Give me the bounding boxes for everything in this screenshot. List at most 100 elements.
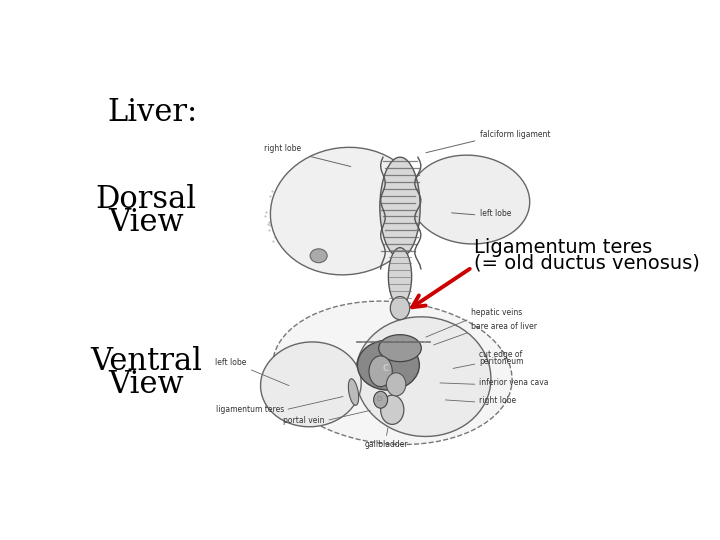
Point [513,193,524,202]
Point [438,194,449,203]
Point [394,343,405,352]
Point [441,399,453,407]
Point [377,215,388,224]
Point [410,364,421,373]
Point [472,364,483,373]
Point [301,405,312,414]
Point [378,183,390,191]
Point [505,194,516,203]
Point [503,195,515,204]
Point [276,200,287,208]
Point [310,369,322,378]
Point [322,383,333,391]
Text: bare area of liver: bare area of liver [472,322,537,331]
Point [271,210,282,219]
Point [432,170,444,179]
Point [397,407,408,415]
Point [460,213,472,222]
Point [370,387,382,395]
Point [457,167,469,176]
Point [482,198,493,207]
Point [335,160,346,169]
Text: (= old ductus venosus): (= old ductus venosus) [474,254,700,273]
Point [355,226,366,234]
Point [314,184,325,192]
Point [441,384,453,393]
Point [438,399,449,408]
Point [453,179,464,187]
Point [372,224,384,233]
Point [297,198,309,207]
Point [364,227,375,235]
Point [282,383,294,392]
Point [405,359,416,368]
Point [460,352,472,360]
Point [445,332,456,341]
Point [282,405,293,414]
Point [329,183,341,192]
Point [400,404,412,413]
Point [384,219,395,227]
Point [451,329,462,338]
Point [342,161,354,170]
Point [507,204,518,213]
Point [302,377,314,386]
Point [434,218,446,227]
Point [308,259,320,268]
Point [360,210,372,219]
Point [331,217,343,226]
Point [343,166,355,174]
Point [484,199,495,208]
Point [411,362,423,371]
Point [296,390,307,399]
Point [282,194,294,202]
Point [436,200,447,209]
Point [463,396,474,404]
Point [352,235,364,244]
Point [326,394,338,402]
Point [351,242,363,251]
Point [487,222,499,231]
Point [359,251,371,260]
Point [493,167,505,176]
Point [326,370,338,379]
Point [331,234,343,242]
Point [363,242,374,251]
Point [320,201,332,210]
Point [329,163,341,171]
Point [432,394,444,403]
Point [334,167,346,176]
Text: right lobe: right lobe [479,396,516,405]
Point [314,386,325,394]
Point [504,219,516,228]
Point [399,330,410,339]
Point [456,209,468,218]
Point [323,403,334,412]
Point [441,166,452,174]
Point [310,204,322,213]
Point [351,232,362,241]
Point [325,397,337,406]
Point [337,198,348,206]
Point [467,372,478,380]
Point [323,384,335,393]
Point [322,411,333,420]
Point [314,181,325,190]
Point [341,251,353,260]
Point [402,384,414,393]
Point [451,197,462,205]
Point [387,213,398,222]
Point [460,206,472,214]
Point [433,396,444,405]
Point [313,377,325,386]
Point [335,379,346,387]
Point [339,211,351,220]
Point [435,178,446,186]
Point [449,409,461,418]
Point [460,213,472,222]
Point [387,339,398,348]
Point [301,202,312,211]
Point [452,376,464,385]
Point [371,191,382,200]
Point [454,342,465,351]
